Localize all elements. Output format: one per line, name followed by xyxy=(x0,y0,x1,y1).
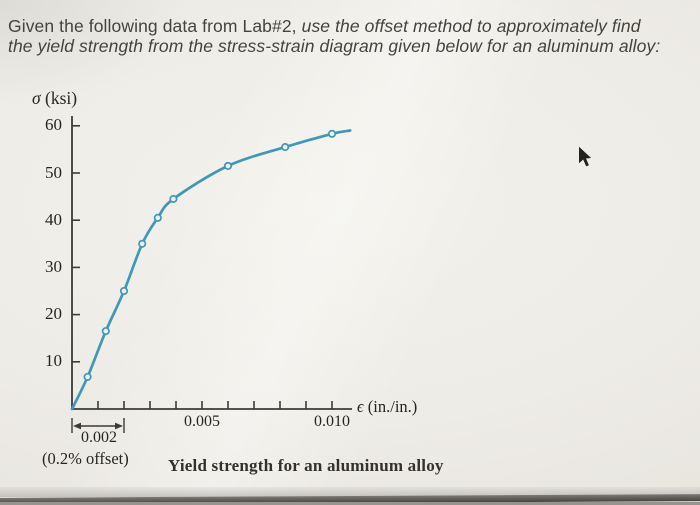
data-point-marker-8 xyxy=(281,142,290,152)
y-tick-label-30: 30 xyxy=(45,256,62,276)
y-tick-label-50: 50 xyxy=(45,162,62,182)
data-point-marker-9 xyxy=(327,129,337,138)
mouse-cursor-icon xyxy=(579,146,592,167)
y-tick-label-20: 20 xyxy=(45,304,62,324)
data-point-marker-6 xyxy=(169,194,178,204)
question-line-1-italic: use the offset method to approximately f… xyxy=(301,16,641,36)
offset-note-label: (0.2% offset) xyxy=(42,449,129,468)
offset-value-label: 0.002 xyxy=(81,429,117,446)
x-axis-unit: (in./in.) xyxy=(367,397,418,416)
x-tick-label-0.005: 0.005 xyxy=(184,413,220,430)
data-point-marker-7 xyxy=(223,161,233,170)
x-tick-label-0.010: 0.010 xyxy=(314,413,350,430)
bottom-shade xyxy=(0,487,700,497)
y-axis-title: σ (ksi) xyxy=(32,88,77,109)
data-point-marker-5 xyxy=(153,213,162,222)
data-point-marker-1 xyxy=(83,372,92,381)
bottom-edge-foot xyxy=(0,502,700,505)
y-tick-label-60: 60 xyxy=(45,115,62,135)
offset-arrowhead-right xyxy=(115,422,123,430)
data-point-marker-4 xyxy=(138,239,147,248)
y-tick-label-40: 40 xyxy=(45,209,62,229)
y-tick-label-10: 10 xyxy=(45,351,62,371)
question-line-1: Given the following data from Lab#2, use… xyxy=(8,16,688,37)
data-point-marker-3 xyxy=(119,286,129,296)
offset-arrowhead-left xyxy=(73,422,81,430)
figure-caption: Yield strength for an aluminum alloy xyxy=(168,456,444,475)
y-axis-unit: (ksi) xyxy=(45,88,78,108)
data-point-marker-2 xyxy=(101,327,110,336)
question-text: Given the following data from Lab#2, use… xyxy=(8,16,688,56)
x-axis-title: ϵ (in./in.) xyxy=(357,397,417,417)
epsilon-symbol: ϵ xyxy=(357,397,364,416)
stress-strain-curve xyxy=(70,129,352,411)
sigma-symbol: σ xyxy=(32,88,41,108)
question-line-2: the yield strength from the stress-strai… xyxy=(8,35,661,56)
question-line-1-regular: Given the following data from Lab#2, xyxy=(8,16,302,36)
